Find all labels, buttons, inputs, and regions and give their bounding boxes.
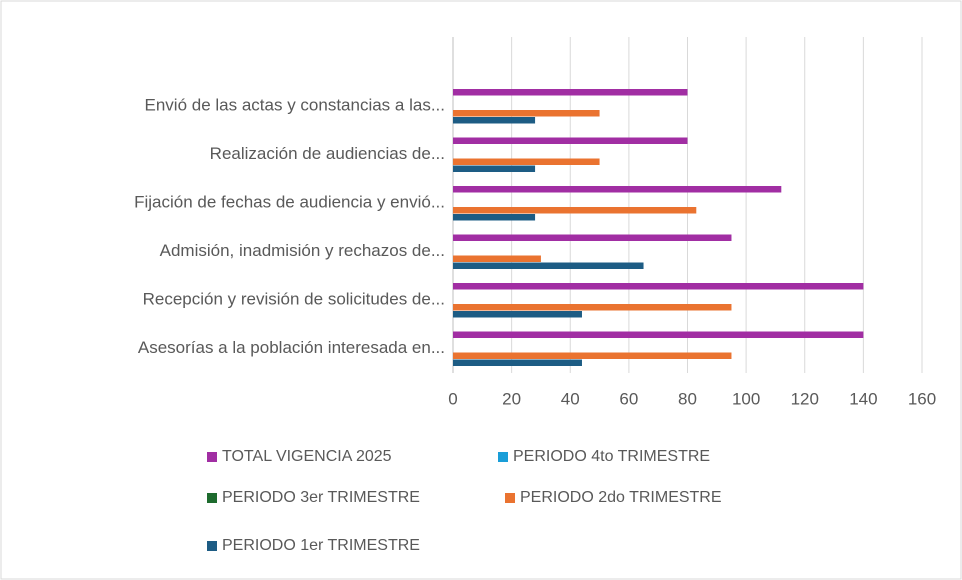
y-tick-label: Asesorías a la población interesada en..… — [138, 338, 445, 357]
bar — [453, 304, 732, 311]
x-tick-label: 0 — [448, 389, 457, 408]
bar — [453, 214, 536, 221]
legend-label: PERIODO 4to TRIMESTRE — [513, 448, 710, 465]
bar — [453, 255, 541, 262]
y-tick-label: Admisión, inadmisión y rechazos de... — [160, 241, 445, 260]
x-tick-label: 140 — [849, 389, 877, 408]
legend-swatch — [505, 493, 515, 503]
bar — [453, 283, 864, 290]
bar — [453, 186, 782, 193]
bar — [453, 359, 582, 366]
bar — [453, 262, 644, 269]
y-tick-label: Envió de las actas y constancias a las..… — [145, 96, 446, 115]
x-tick-label: 120 — [791, 389, 819, 408]
bar — [453, 207, 697, 214]
legend-label: PERIODO 3er TRIMESTRE — [222, 489, 420, 506]
legend-label: PERIODO 2do TRIMESTRE — [520, 489, 722, 506]
x-tick-label: 40 — [561, 389, 580, 408]
bar — [453, 165, 536, 172]
legend-label: TOTAL VIGENCIA 2025 — [222, 448, 392, 465]
x-tick-label: 80 — [678, 389, 697, 408]
y-tick-label: Recepción y revisión de solicitudes de..… — [143, 290, 445, 309]
x-tick-label: 160 — [908, 389, 936, 408]
x-tick-label: 20 — [502, 389, 521, 408]
bar — [453, 158, 600, 165]
bar — [453, 331, 864, 338]
legend-swatch — [498, 452, 508, 462]
bar — [453, 117, 536, 124]
bar — [453, 89, 688, 96]
legend-swatch — [207, 541, 217, 551]
bar — [453, 137, 688, 144]
y-tick-label: Fijación de fechas de audiencia y envió.… — [134, 193, 445, 212]
bar — [453, 110, 600, 117]
legend-swatch — [207, 493, 217, 503]
bar — [453, 352, 732, 359]
y-tick-label: Realización de audiencias de... — [210, 144, 445, 163]
legend-label: PERIODO 1er TRIMESTRE — [222, 537, 420, 554]
legend-swatch — [207, 452, 217, 462]
bar — [453, 234, 732, 241]
x-tick-label: 100 — [732, 389, 760, 408]
bar — [453, 311, 582, 318]
x-tick-label: 60 — [619, 389, 638, 408]
